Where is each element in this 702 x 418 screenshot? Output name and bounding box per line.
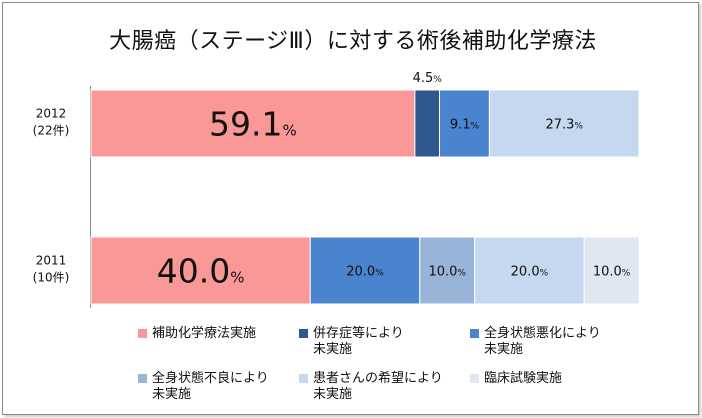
legend-label: 全身状態悪化により 未実施 <box>484 326 601 357</box>
data-label-unit: % <box>540 269 549 279</box>
data-label: 4.5% <box>413 71 443 86</box>
bar-segment <box>309 236 421 305</box>
data-label: 20.0% <box>511 265 549 280</box>
legend-swatch <box>299 329 308 338</box>
category-label-line: (10件) <box>33 271 70 285</box>
data-label: 59.1% <box>209 105 297 144</box>
category-label-line: (22件) <box>33 124 70 138</box>
legend-swatch <box>470 374 479 383</box>
data-label-unit: % <box>433 75 442 85</box>
data-label-value: 27.3 <box>545 118 574 133</box>
data-label-value: 4.5 <box>413 71 434 86</box>
bar-segment <box>90 89 416 158</box>
data-label-value: 20.0 <box>346 265 375 280</box>
legend-swatch <box>299 374 308 383</box>
data-label-unit: % <box>230 269 244 287</box>
data-label: 20.0% <box>346 265 384 280</box>
bar-segment <box>414 89 441 158</box>
bar-segment <box>488 89 640 158</box>
category-label-line: 2011 <box>36 254 67 268</box>
data-label: 10.0% <box>593 265 631 280</box>
data-label-unit: % <box>283 122 297 140</box>
data-label-value: 40.0 <box>157 252 230 291</box>
bar-segment <box>419 236 476 305</box>
data-label: 40.0% <box>157 252 245 291</box>
legend-label: 患者さんの希望により 未実施 <box>313 371 443 402</box>
legend-label: 併存症等により 未実施 <box>313 326 404 357</box>
data-label-unit: % <box>574 122 583 132</box>
data-label: 10.0% <box>428 265 466 280</box>
category-label: 2012 (22件) <box>33 107 70 138</box>
data-label-unit: % <box>622 269 631 279</box>
category-label: 2011 (10件) <box>33 254 70 285</box>
data-label-value: 10.0 <box>428 265 457 280</box>
bar-segment <box>583 236 640 305</box>
legend-label: 全身状態不良により 未実施 <box>152 371 269 402</box>
data-label-value: 10.0 <box>593 265 622 280</box>
bar-segment <box>90 236 311 305</box>
legend-swatch <box>138 329 147 338</box>
data-label-unit: % <box>375 269 384 279</box>
chart-title: 大腸癌（ステージⅢ）に対する術後補助化学療法 <box>109 29 597 54</box>
legend-swatch <box>138 374 147 383</box>
legend-label: 補助化学療法実施 <box>152 326 257 341</box>
data-label-value: 20.0 <box>511 265 540 280</box>
legend-label: 臨床試験実施 <box>484 371 563 386</box>
category-label-line: 2012 <box>36 107 67 121</box>
data-label-unit: % <box>471 122 480 132</box>
data-label: 27.3% <box>545 118 583 133</box>
data-label-value: 9.1 <box>450 118 471 133</box>
data-label-value: 59.1 <box>209 105 282 144</box>
data-label: 9.1% <box>450 118 480 133</box>
legend-swatch <box>470 329 479 338</box>
data-label-unit: % <box>457 269 466 279</box>
